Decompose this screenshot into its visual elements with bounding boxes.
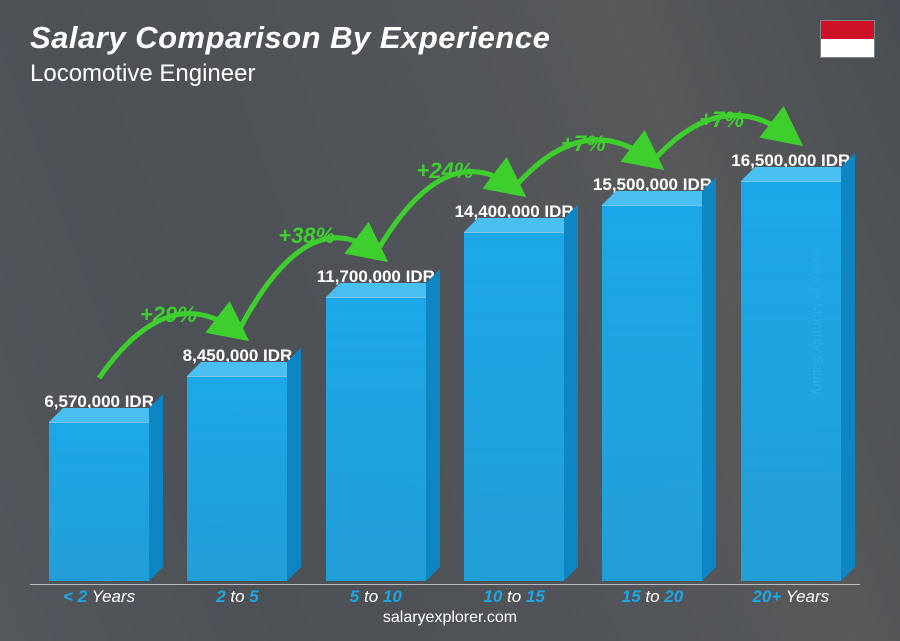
bar-top-face [741,167,855,181]
bar-side-face [841,153,855,581]
bar [602,205,702,581]
bar-front-face [741,181,841,581]
header: Salary Comparison By Experience Locomoti… [30,20,550,88]
x-axis-category-label: < 2 Years [63,587,135,607]
bar [464,232,564,581]
x-axis-category-label: 20+ Years [752,587,829,607]
bar [326,297,426,581]
x-axis-line [30,584,860,585]
bar-side-face [426,269,440,581]
bar-column: 14,400,000 IDR10 to 15 [445,202,583,581]
page-title: Salary Comparison By Experience [30,20,550,56]
flag-stripe-bottom [821,39,874,57]
bar-top-face [602,191,716,205]
footer-source: salaryexplorer.com [0,609,900,627]
page-subtitle: Locomotive Engineer [30,60,550,88]
x-axis-category-label: 5 to 10 [350,587,402,607]
bar-front-face [187,376,287,581]
bar-front-face [49,422,149,581]
bar-side-face [287,348,301,581]
bar-top-face [326,283,440,297]
x-axis-category-label: 2 to 5 [216,587,259,607]
bar-column: 8,450,000 IDR2 to 5 [168,346,306,581]
x-axis-category-label: 10 to 15 [483,587,544,607]
country-flag-indonesia [820,20,875,58]
bar-column: 15,500,000 IDR15 to 20 [583,175,721,581]
bar-top-face [187,362,301,376]
bar-column: 11,700,000 IDR5 to 10 [307,267,445,581]
bar-side-face [564,204,578,581]
bar-top-face [49,408,163,422]
bar-front-face [326,297,426,581]
bar-side-face [702,177,716,581]
bar-column: 16,500,000 IDR20+ Years [722,151,860,581]
bar-front-face [602,205,702,581]
bar-side-face [149,394,163,581]
salary-bar-chart: 6,570,000 IDR< 2 Years8,450,000 IDR2 to … [30,91,860,581]
bar-front-face [464,232,564,581]
bar [741,181,841,581]
bar [49,422,149,581]
bar-top-face [464,218,578,232]
x-axis-category-label: 15 to 20 [622,587,683,607]
bar [187,376,287,581]
bar-column: 6,570,000 IDR< 2 Years [30,392,168,581]
flag-stripe-top [821,21,874,39]
